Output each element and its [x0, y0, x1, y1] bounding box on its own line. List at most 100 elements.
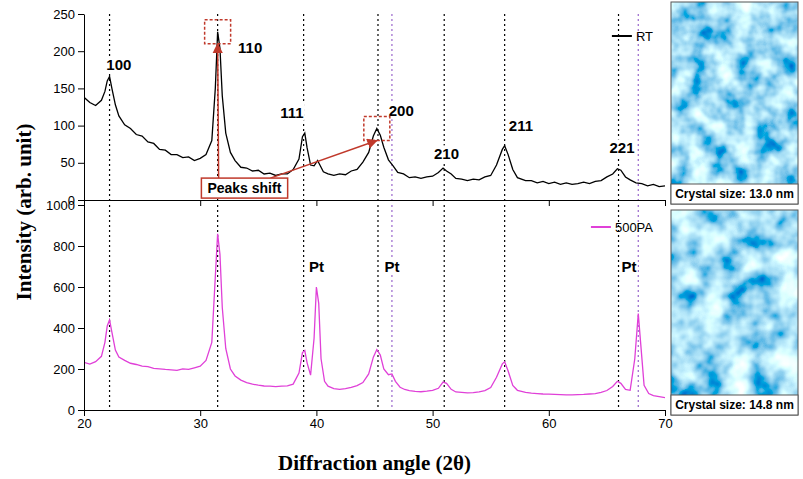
callout-arrow [218, 44, 219, 178]
y-tick-label: 600 [53, 280, 75, 295]
plot-area [84, 14, 665, 200]
peak-label: 210 [434, 145, 459, 162]
peak-label-group: 110 [237, 39, 263, 56]
x-tick [200, 200, 201, 206]
peak-label-group: 221 [608, 139, 635, 156]
peak-label-group: 200 [388, 102, 415, 119]
inset-frame [671, 2, 798, 204]
panel: 02004006008001000203040506070PtPtPt500PA… [46, 198, 798, 432]
y-tick: 800 [53, 239, 84, 254]
x-tick [84, 200, 85, 206]
peak-label: Pt [384, 258, 399, 275]
x-tick [665, 200, 666, 206]
x-tick: 60 [542, 410, 556, 431]
x-tick-mark [84, 200, 85, 206]
x-axis-line [85, 200, 666, 201]
peak-label-group: Pt [308, 258, 325, 275]
annotations: 100 110 111 200 210 211 221 [105, 39, 635, 162]
reference-line [377, 205, 378, 410]
callout-text: Peaks shift [207, 180, 281, 196]
label-patch [383, 258, 400, 275]
x-tick-mark [84, 410, 85, 416]
inset-caption: Crystal size: 14.8 nm [675, 398, 794, 412]
x-tick [433, 200, 434, 206]
inset-caption-box [671, 184, 798, 204]
peak-label: Pt [309, 258, 324, 275]
y-tick-label: 200 [53, 44, 75, 59]
label-patch [308, 258, 325, 275]
x-tick-label: 40 [310, 416, 324, 431]
label-patch [237, 39, 263, 56]
inset-image [671, 2, 798, 204]
y-tick: 100 [53, 118, 84, 133]
reference-line [109, 205, 110, 410]
y-tick: 1000 [46, 198, 84, 213]
x-axis: 20 30 40 50 60 70 [77, 410, 672, 431]
x-tick-mark [200, 200, 201, 206]
inset-caption-box [671, 395, 798, 415]
callout: Peaks shift [201, 20, 389, 198]
y-tick-mark [78, 200, 84, 201]
peak-label-group: 210 [433, 145, 460, 162]
x-tick-mark [665, 410, 666, 416]
label-patch [388, 102, 415, 119]
x-tick-label: 50 [426, 416, 440, 431]
reference-line [504, 14, 505, 200]
reference-line [444, 14, 445, 200]
plot-area [84, 205, 665, 410]
y-tick-mark [78, 14, 84, 15]
x-tick-mark [665, 200, 666, 206]
peak-label-group: 211 [508, 117, 534, 134]
y-tick-mark [78, 88, 84, 89]
y-tick-label: 100 [53, 118, 75, 133]
y-tick-mark [78, 369, 84, 370]
x-axis [85, 200, 666, 206]
peak-label-group: Pt [620, 258, 637, 275]
callout-box [201, 178, 287, 198]
y-axis-line [84, 15, 85, 201]
x-tick-label: 70 [658, 416, 672, 431]
x-tick: 50 [426, 410, 440, 431]
peak-label-group: Pt [383, 258, 400, 275]
y-axis: 02004006008001000 [46, 198, 84, 418]
y-tick-mark [78, 246, 84, 247]
label-patch [620, 258, 637, 275]
y-axis: 050100150200250 [53, 7, 84, 208]
x-tick-mark [433, 410, 434, 416]
peak-label: 110 [238, 39, 262, 56]
y-tick-mark [78, 51, 84, 52]
peak-label-group: 100 [105, 56, 132, 73]
x-tick-label: 60 [542, 416, 556, 431]
reference-line [638, 205, 639, 410]
y-tick: 600 [53, 280, 84, 295]
y-tick-label: 250 [53, 7, 75, 22]
x-tick-label: 30 [193, 416, 207, 431]
y-tick-mark [78, 410, 84, 411]
y-tick-mark [78, 163, 84, 164]
y-tick: 50 [61, 155, 84, 170]
y-tick: 150 [53, 81, 84, 96]
inset: Crystal size: 13.0 nm [671, 2, 798, 204]
panel: 050100150200250100110111200210211221Peak… [53, 2, 798, 208]
y-tick-label: 200 [53, 362, 75, 377]
peak-label: 111 [280, 104, 303, 121]
series-line [84, 32, 665, 187]
x-axis-line [85, 410, 666, 411]
x-tick-mark [549, 410, 550, 416]
series-line [84, 234, 665, 398]
legend: 500PA [591, 220, 653, 235]
label-patch [433, 145, 460, 162]
peak-label: 200 [389, 102, 414, 119]
peak-label: Pt [621, 258, 636, 275]
callout-highlight [205, 20, 231, 44]
peak-label-group: 111 [279, 104, 304, 121]
x-tick: 30 [193, 410, 207, 431]
label-patch [279, 104, 304, 121]
x-tick: 40 [310, 410, 324, 431]
x-tick [316, 200, 317, 206]
y-tick-label: 150 [53, 81, 75, 96]
reference-line [109, 14, 110, 200]
x-tick-mark [316, 200, 317, 206]
x-tick-label: 20 [77, 416, 91, 431]
y-tick: 200 [53, 362, 84, 377]
